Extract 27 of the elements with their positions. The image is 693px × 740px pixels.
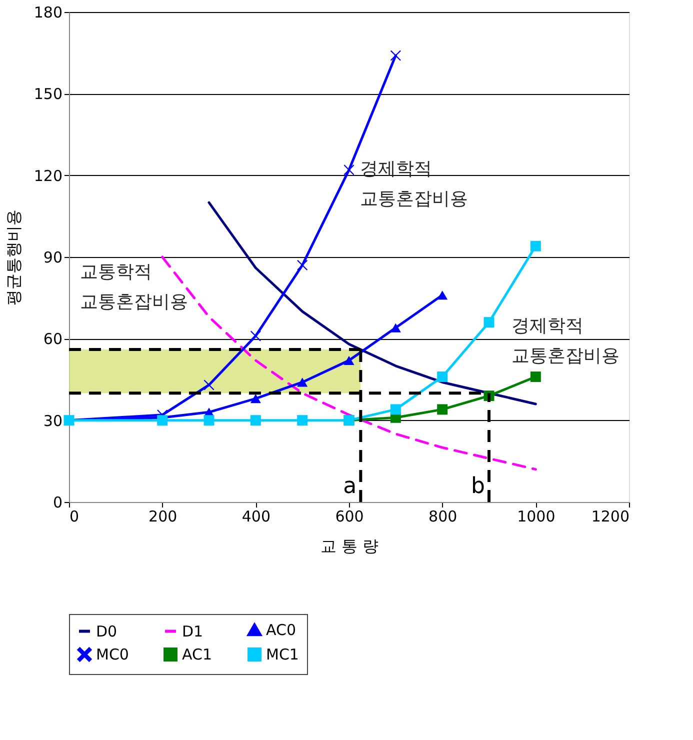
legend-label: MC0 xyxy=(96,646,129,664)
y-tick-label: 150 xyxy=(34,85,62,104)
y-tick-label: 90 xyxy=(43,248,62,266)
annotation: 경제학적 교통혼잡비용 xyxy=(511,315,620,366)
legend-label: D0 xyxy=(96,622,118,640)
x-tick-label: 600 xyxy=(335,508,364,526)
y-tick-label: 30 xyxy=(43,412,62,430)
legend-label: AC1 xyxy=(182,646,212,664)
x-tick-label: 400 xyxy=(242,508,270,526)
legend-label: D1 xyxy=(182,622,204,640)
ref-line-label: a xyxy=(343,474,357,499)
legend-label: MC1 xyxy=(266,646,299,664)
y-tick-label: 60 xyxy=(43,330,62,348)
x-tick-label: 0 xyxy=(70,508,80,526)
x-axis-title: 교 통 량 xyxy=(320,536,379,556)
legend-label: AC0 xyxy=(266,620,296,639)
x-tick-label: 800 xyxy=(428,508,458,526)
y-tick-label: 0 xyxy=(52,494,62,512)
x-tick-label: 1000 xyxy=(517,508,556,526)
annotation: 교통학적 교통혼잡비용 xyxy=(80,262,188,312)
y-tick-label: 180 xyxy=(34,4,62,22)
ref-line-label: b xyxy=(471,474,485,499)
annotation: 경제학적 교통혼잡비용 xyxy=(360,158,468,210)
y-tick-label: 120 xyxy=(34,166,62,185)
y-axis-title: 평균통행비용 xyxy=(4,210,23,306)
x-tick-label: 200 xyxy=(148,508,178,526)
x-tick-label: 1200 xyxy=(591,508,630,526)
